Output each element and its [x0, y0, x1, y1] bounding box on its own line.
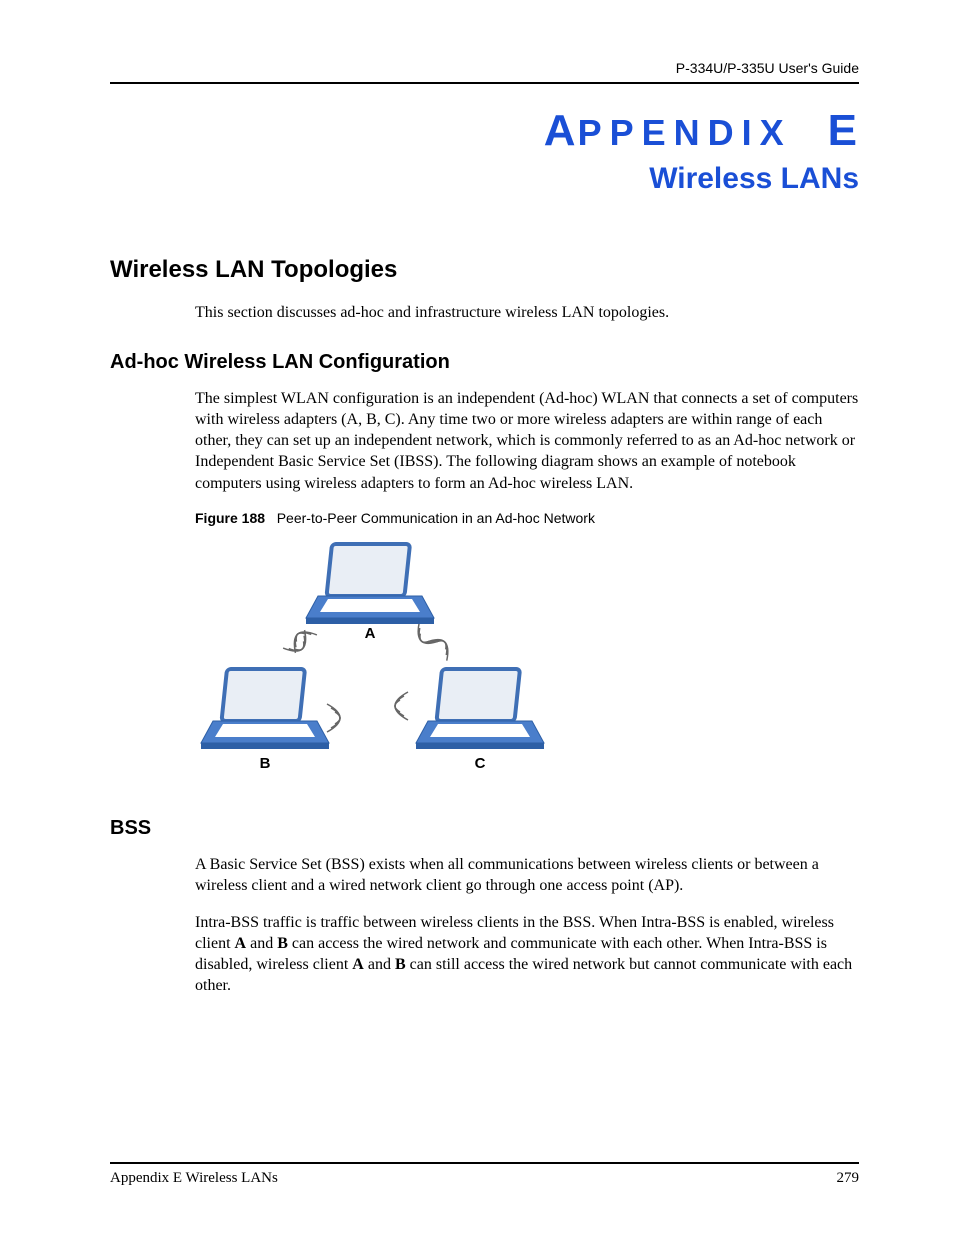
appendix-subtitle: Wireless LANs: [110, 162, 859, 196]
running-head: P-334U/P-335U User's Guide: [110, 60, 859, 76]
appendix-word: PPENDIX: [578, 112, 792, 153]
section-wireless-lan-topologies: Wireless LAN Topologies: [110, 256, 859, 284]
footer-rule: [110, 1162, 859, 1164]
adhoc-body: The simplest WLAN configuration is an in…: [110, 388, 859, 494]
appendix-label: APPENDIX E: [110, 106, 859, 156]
bss-p2-bold-a: A: [235, 935, 247, 952]
signal-icon: [327, 704, 340, 732]
bss-p2-frag: and: [246, 935, 277, 952]
appendix-cap-a: A: [544, 106, 576, 155]
section-adhoc-config: Ad-hoc Wireless LAN Configuration: [110, 351, 859, 374]
footer-left: Appendix E Wireless LANs: [110, 1170, 278, 1187]
figure-caption: Figure 188 Peer-to-Peer Communication in…: [110, 510, 859, 526]
page-footer: Appendix E Wireless LANs 279: [110, 1162, 859, 1187]
figure-caption-text: Peer-to-Peer Communication in an Ad-hoc …: [277, 510, 595, 526]
footer-page-number: 279: [837, 1170, 860, 1187]
label-a: A: [365, 625, 376, 642]
bss-p2-bold-b2: B: [395, 956, 406, 973]
section1-intro: This section discusses ad-hoc and infras…: [110, 302, 859, 323]
figure-label: Figure 188: [195, 510, 265, 526]
label-c: C: [475, 755, 486, 772]
bss-p1: A Basic Service Set (BSS) exists when al…: [110, 854, 859, 896]
bss-p2-frag: and: [364, 956, 395, 973]
signal-icon: [425, 632, 455, 660]
label-b: B: [260, 755, 271, 772]
appendix-letter: E: [828, 106, 857, 155]
laptop-a-icon: [306, 544, 434, 624]
adhoc-diagram-svg: A B C: [195, 534, 555, 784]
bss-p2: Intra-BSS traffic is traffic between wir…: [110, 912, 859, 996]
section-bss: BSS: [110, 817, 859, 840]
top-rule: [110, 82, 859, 84]
bss-p2-bold-b: B: [277, 935, 288, 952]
laptop-c-icon: [416, 669, 544, 749]
laptop-b-icon: [201, 669, 329, 749]
signal-icon: [411, 622, 441, 650]
figure-188: A B C: [110, 534, 859, 789]
signal-icon: [395, 692, 408, 720]
bss-p2-bold-a2: A: [352, 956, 364, 973]
page: P-334U/P-335U User's Guide APPENDIX E Wi…: [0, 0, 954, 1235]
